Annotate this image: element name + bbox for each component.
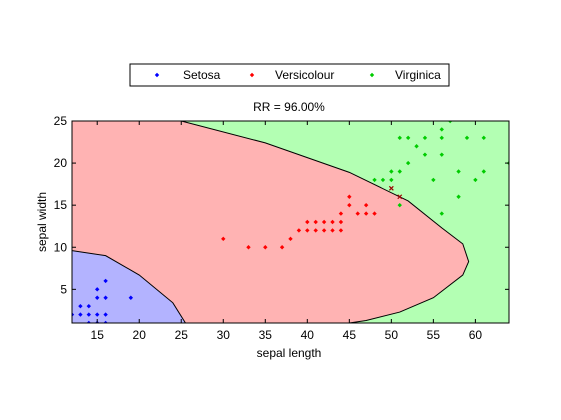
data-point-virginica <box>405 160 411 166</box>
data-point-versicolour <box>288 236 293 242</box>
data-point-versicolour <box>347 194 352 199</box>
data-point-versicolour <box>263 245 268 250</box>
x-tick-label: 40 <box>301 328 315 342</box>
data-point-virginica <box>372 177 377 183</box>
data-point-virginica <box>481 169 486 174</box>
setosa-region <box>72 250 186 323</box>
data-point-virginica <box>447 121 453 124</box>
y-tick-label: 20 <box>54 156 68 170</box>
data-point-setosa <box>103 278 108 284</box>
data-points <box>72 121 509 323</box>
data-point-setosa <box>78 303 83 309</box>
data-point-versicolour <box>338 211 344 216</box>
legend-label-versicolour: Versicolour <box>275 68 334 82</box>
legend-box <box>129 63 450 87</box>
data-point-virginica <box>389 169 394 174</box>
x-tick-label: 50 <box>385 328 399 342</box>
virginica-region <box>181 121 509 323</box>
x-tick-label: 55 <box>427 328 441 342</box>
data-point-virginica <box>464 135 470 141</box>
data-point-virginica <box>439 152 444 157</box>
data-point-versicolour <box>363 202 369 208</box>
data-point-versicolour <box>313 219 318 225</box>
legend: Setosa Versicolour Virginica <box>129 63 450 87</box>
data-point-versicolour <box>330 228 335 233</box>
data-point-versicolour <box>347 202 352 208</box>
data-point-virginica <box>473 177 478 183</box>
data-point-virginica <box>414 144 419 149</box>
plot-frame <box>71 120 510 324</box>
data-point-virginica <box>439 135 444 141</box>
data-point-setosa <box>95 287 100 292</box>
data-point-versicolour <box>372 211 377 216</box>
data-point-versicolour <box>246 245 251 250</box>
data-point-versicolour <box>321 228 327 233</box>
data-point-setosa <box>95 312 100 317</box>
data-point-versicolour <box>279 245 285 250</box>
data-point-setosa <box>103 312 108 317</box>
data-point-virginica <box>405 135 411 141</box>
data-point-versicolour <box>313 228 318 233</box>
data-point-virginica <box>422 152 428 157</box>
data-point-virginica <box>380 177 386 183</box>
data-point-versicolour <box>321 219 327 225</box>
data-point-virginica <box>397 135 402 141</box>
plot-area <box>72 121 509 323</box>
x-tick-label: 30 <box>217 328 231 342</box>
data-point-virginica <box>431 177 436 183</box>
data-point-setosa <box>128 295 134 300</box>
y-tick-label: 15 <box>54 198 68 212</box>
data-point-versicolour <box>221 236 226 242</box>
data-point-versicolour <box>305 219 310 225</box>
data-point-versicolour <box>305 228 310 233</box>
data-point-virginica <box>422 135 428 141</box>
data-point-setosa <box>86 303 92 309</box>
x-tick-label: 25 <box>175 328 189 342</box>
data-point-virginica <box>397 169 402 174</box>
y-tick-label: 5 <box>60 282 67 296</box>
y-tick-label: 10 <box>54 240 68 254</box>
legend-label-setosa: Setosa <box>183 68 221 82</box>
x-tick-label: 20 <box>133 328 147 342</box>
data-point-setosa <box>95 295 100 300</box>
legend-label-virginica: Virginica <box>395 68 441 82</box>
x-tick-label: 35 <box>259 328 273 342</box>
data-point-setosa <box>72 312 75 317</box>
legend-marker-virginica <box>369 72 375 78</box>
data-point-setosa <box>86 312 92 317</box>
data-point-virginica <box>481 135 486 141</box>
data-point-setosa <box>103 295 108 300</box>
y-axis: 5 10 15 20 25 <box>54 114 509 296</box>
legend-marker-versicolour <box>249 72 255 78</box>
x-tick-label: 45 <box>343 328 357 342</box>
y-axis-label: sepal width <box>35 192 49 252</box>
misclassified-point <box>388 185 394 191</box>
data-point-versicolour <box>296 228 302 233</box>
data-point-virginica <box>456 169 461 174</box>
x-axis-label: sepal length <box>257 346 322 360</box>
misclassified-point <box>397 194 403 200</box>
data-point-virginica <box>389 177 394 183</box>
data-point-virginica <box>397 202 402 208</box>
data-point-virginica <box>439 127 444 132</box>
data-point-versicolour <box>338 228 344 233</box>
virginica-boundary-line <box>181 121 470 323</box>
data-point-versicolour <box>363 211 369 216</box>
x-axis: 15 20 25 30 35 40 45 50 55 60 <box>91 121 483 342</box>
data-point-virginica <box>439 211 444 216</box>
y-tick-label: 25 <box>54 114 68 128</box>
data-point-setosa <box>86 320 92 323</box>
data-point-versicolour <box>330 219 335 225</box>
data-point-setosa <box>103 320 108 323</box>
legend-marker-setosa <box>154 72 160 78</box>
data-point-virginica <box>456 194 461 199</box>
data-point-versicolour <box>355 211 360 216</box>
data-point-versicolour <box>338 219 344 225</box>
x-tick-label: 60 <box>469 328 483 342</box>
setosa-boundary-line <box>72 250 186 323</box>
x-tick-label: 15 <box>91 328 105 342</box>
chart-title: RR = 96.00% <box>253 100 325 114</box>
data-point-setosa <box>78 312 83 317</box>
